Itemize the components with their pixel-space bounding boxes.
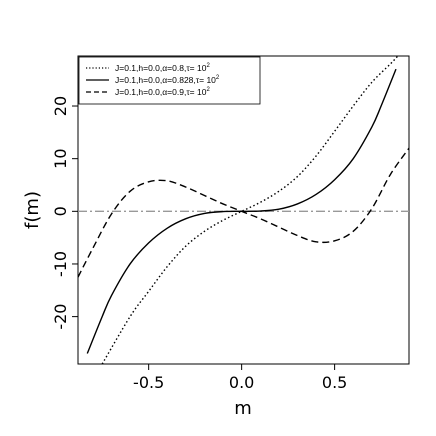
y-tick-label: -10 [51,251,70,277]
series-line-dotted [101,56,399,364]
legend-entry-3: J=0.1,h=0.0,α=0.9,τ= 102 [115,87,210,97]
series-line-dashed [78,147,409,278]
x-tick-label: 0.5 [322,373,347,392]
legend-box [78,56,261,105]
y-tick-label: 20 [51,96,70,116]
x-tick-label: 0.0 [229,373,254,392]
legend: J=0.1,h=0.0,α=0.8,τ= 102 J=0.1,h=0.0,α=0… [78,56,261,105]
x-axis-label: m [234,398,252,419]
legend-entry-2: J=0.1,h=0.0,α=0.828,τ= 102 [115,75,220,85]
y-axis-label: f(m) [22,191,43,229]
y-tick-label: 0 [51,206,70,216]
legend-entry-1: J=0.1,h=0.0,α=0.8,τ= 102 [115,63,210,73]
plot-frame [77,55,410,365]
x-tick-label: -0.5 [133,373,164,392]
y-tick-label: 10 [51,148,70,168]
y-tick-label: -20 [51,304,70,330]
